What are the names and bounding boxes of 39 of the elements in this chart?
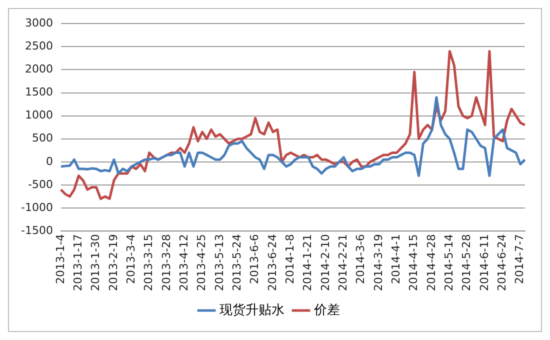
y-tick-label: 1000 xyxy=(24,108,53,122)
x-tick-label: 2013-1-30 xyxy=(89,234,102,292)
x-tick-label: 2014-3-6 xyxy=(354,234,368,284)
x-tick-label: 2013-3-15 xyxy=(142,234,156,292)
x-tick-label: 2014-5-14 xyxy=(442,234,456,292)
x-tick-label: 2013-3-4 xyxy=(124,234,138,284)
y-tick-label: -1000 xyxy=(20,200,53,214)
x-tick-label: 2014-6-11 xyxy=(478,234,491,292)
x-tick-label: 2014-1-8 xyxy=(284,234,297,284)
y-tick-label: 3000 xyxy=(24,16,53,30)
x-tick-label: 2014-1-21 xyxy=(301,234,314,292)
y-tick-label: 2000 xyxy=(24,62,53,76)
y-tick-label: 2500 xyxy=(24,40,53,53)
y-tick-label: 500 xyxy=(32,132,53,145)
x-tick-label: 2014-4-1 xyxy=(390,234,403,284)
x-tick-label: 2014-2-10 xyxy=(318,234,332,292)
x-tick-label: 2013-5-24 xyxy=(230,234,244,292)
x-tick-label: 2014-7-7 xyxy=(513,234,526,284)
x-tick-label: 2013-2-19 xyxy=(106,234,120,292)
x-tick-label: 2013-6-6 xyxy=(248,234,262,284)
x-tick-label: 2013-6-24 xyxy=(266,234,279,292)
y-tick-label: -1500 xyxy=(20,224,53,237)
legend-label: 价差 xyxy=(313,302,340,318)
x-tick-label: 2014-2-21 xyxy=(336,234,350,292)
y-tick-label: 1500 xyxy=(24,86,53,99)
x-tick-label: 2014-5-28 xyxy=(460,234,474,292)
y-tick-label: -500 xyxy=(28,178,53,191)
x-tick-label: 2013-4-12 xyxy=(178,234,191,292)
x-tick-label: 2014-4-15 xyxy=(407,234,420,292)
y-tick-label: 0 xyxy=(46,154,53,168)
x-tick-label: 2013-3-28 xyxy=(160,234,173,292)
x-tick-label: 2013-1-17 xyxy=(71,234,84,292)
x-tick-label: 2014-4-28 xyxy=(424,234,438,292)
x-tick-label: 2013-4-25 xyxy=(195,234,208,292)
x-tick-label: 2013-1-4 xyxy=(54,234,67,284)
x-tick-label: 2013-5-13 xyxy=(212,234,226,292)
x-tick-label: 2014-3-19 xyxy=(372,234,385,292)
legend-label: 现货升贴水 xyxy=(220,302,284,318)
x-tick-label: 2014-6-24 xyxy=(496,234,509,292)
